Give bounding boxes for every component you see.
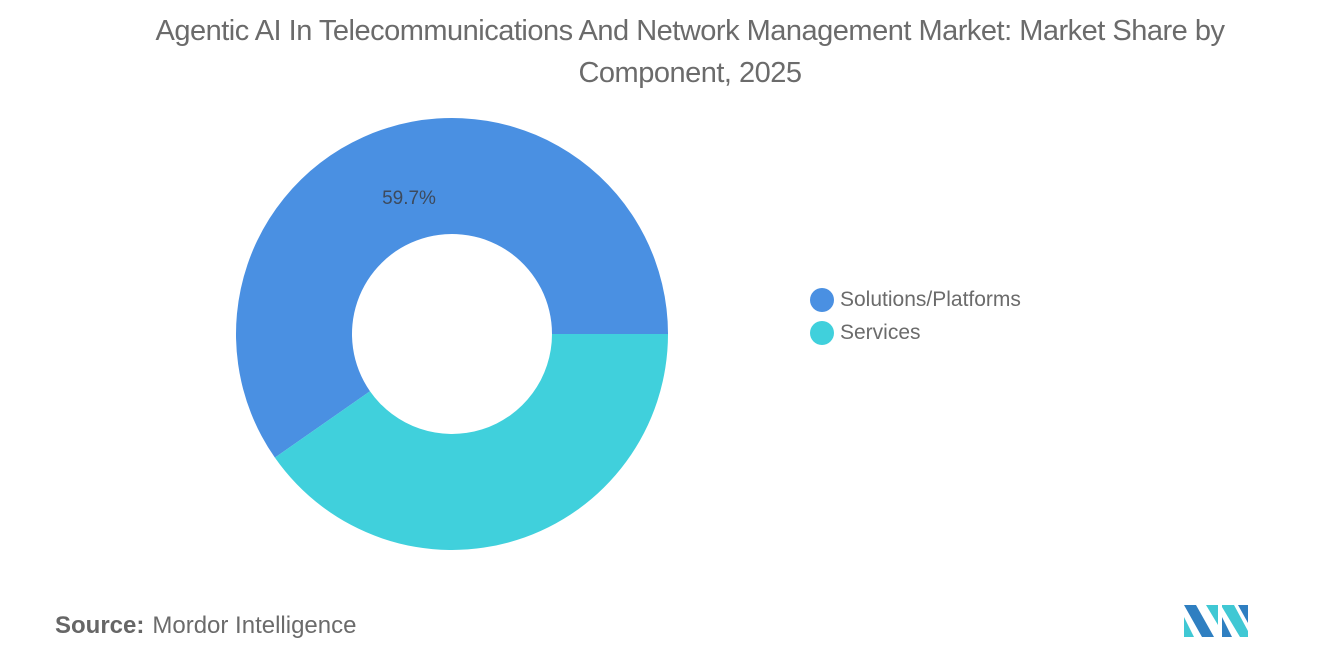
source-note: Source: Mordor Intelligence <box>55 612 356 640</box>
legend-item-solutions-platforms[interactable]: Solutions/Platforms <box>810 283 1021 316</box>
legend-label: Services <box>840 320 921 344</box>
chart-title: Agentic AI In Telecommunications And Net… <box>155 15 1225 89</box>
mordor-logo-icon <box>1184 605 1248 637</box>
legend-item-services[interactable]: Services <box>810 316 1021 349</box>
legend-dot-icon <box>810 287 834 312</box>
legend-dot-icon <box>810 320 834 345</box>
source-label: Source: <box>55 612 145 639</box>
source-value: Mordor Intelligence <box>152 612 357 639</box>
slice-services[interactable] <box>274 334 668 551</box>
legend-label: Solutions/Platforms <box>840 287 1021 311</box>
legend: Solutions/Platforms Services <box>810 283 1021 349</box>
slice-solutions-platforms[interactable] <box>236 118 668 458</box>
slice-data-label: 59.7% <box>382 188 436 209</box>
